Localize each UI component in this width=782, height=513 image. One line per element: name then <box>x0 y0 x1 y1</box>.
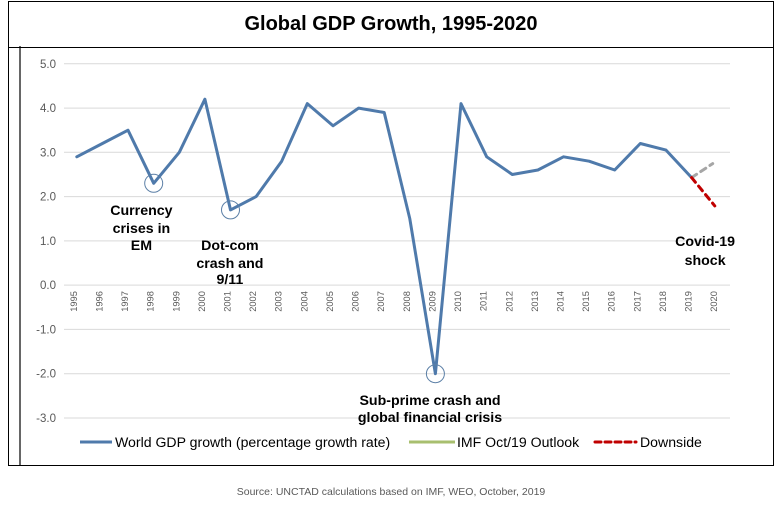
svg-text:Dot-com: Dot-com <box>201 238 259 254</box>
svg-text:2009: 2009 <box>427 291 437 312</box>
svg-text:3.0: 3.0 <box>40 147 56 159</box>
svg-text:World GDP growth (percentage g: World GDP growth (percentage growth rate… <box>115 434 390 450</box>
svg-text:2008: 2008 <box>402 291 412 312</box>
svg-text:crash and: crash and <box>196 256 263 272</box>
svg-text:Covid-19: Covid-19 <box>675 234 735 250</box>
svg-text:2006: 2006 <box>351 291 361 312</box>
svg-text:-1.0: -1.0 <box>36 324 56 336</box>
svg-text:-3.0: -3.0 <box>36 413 56 425</box>
svg-text:EM: EM <box>131 238 152 254</box>
svg-text:2003: 2003 <box>274 291 284 312</box>
svg-text:1997: 1997 <box>120 291 130 312</box>
svg-text:2017: 2017 <box>632 291 642 312</box>
svg-text:1998: 1998 <box>146 291 156 312</box>
svg-text:-2.0: -2.0 <box>36 369 56 381</box>
svg-text:4.0: 4.0 <box>40 103 56 115</box>
svg-text:crises in: crises in <box>113 221 171 237</box>
svg-text:2019: 2019 <box>684 291 694 312</box>
svg-text:1995: 1995 <box>69 291 79 312</box>
svg-text:Downside: Downside <box>640 434 702 450</box>
svg-text:2.0: 2.0 <box>40 192 56 204</box>
svg-text:2016: 2016 <box>607 291 617 312</box>
svg-text:2018: 2018 <box>658 291 668 312</box>
svg-text:2002: 2002 <box>248 291 258 312</box>
svg-text:Currency: Currency <box>110 203 172 219</box>
svg-text:IMF Oct/19 Outlook: IMF Oct/19 Outlook <box>457 434 580 450</box>
svg-text:2013: 2013 <box>530 291 540 312</box>
svg-text:2020: 2020 <box>709 291 719 312</box>
svg-text:5.0: 5.0 <box>40 59 56 71</box>
svg-text:2010: 2010 <box>453 291 463 312</box>
svg-text:1.0: 1.0 <box>40 236 56 248</box>
svg-text:2012: 2012 <box>504 291 514 312</box>
svg-text:2014: 2014 <box>556 291 566 312</box>
svg-text:Sub-prime crash and: Sub-prime crash and <box>359 393 500 409</box>
svg-text:2015: 2015 <box>581 291 591 312</box>
svg-text:0.0: 0.0 <box>40 280 56 292</box>
svg-text:shock: shock <box>685 253 726 269</box>
svg-text:2004: 2004 <box>299 291 309 312</box>
svg-text:global financial crisis: global financial crisis <box>358 410 502 426</box>
svg-text:9/11: 9/11 <box>216 272 243 288</box>
svg-text:1996: 1996 <box>94 291 104 312</box>
svg-text:2005: 2005 <box>325 291 335 312</box>
svg-text:2000: 2000 <box>197 291 207 312</box>
svg-text:2001: 2001 <box>223 291 233 312</box>
svg-text:1999: 1999 <box>171 291 181 312</box>
svg-text:2007: 2007 <box>376 291 386 312</box>
svg-text:2011: 2011 <box>479 291 489 311</box>
